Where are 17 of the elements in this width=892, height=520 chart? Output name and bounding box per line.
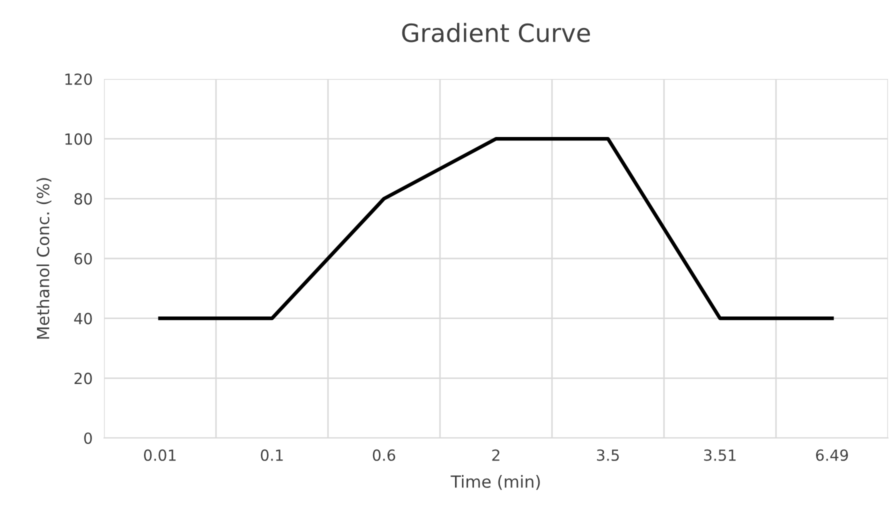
y-tick-label: 40 — [74, 312, 92, 324]
y-tick-label: 120 — [65, 73, 92, 86]
x-tick-label: 0.1 — [260, 449, 283, 461]
x-tick-label: 3.5 — [597, 449, 619, 461]
x-tick-label: 0.6 — [372, 449, 396, 461]
y-tick-label: 20 — [74, 372, 92, 384]
chart-title: Gradient Curve — [402, 22, 590, 42]
y-tick-label: 100 — [65, 133, 92, 145]
x-tick-label: 2 — [492, 449, 500, 461]
y-tick-label: 80 — [74, 193, 92, 205]
x-tick-label: 0.01 — [144, 449, 176, 461]
y-tick-label: 60 — [74, 252, 92, 265]
x-axis-title: Time (min) — [450, 475, 540, 490]
y-axis-title: Methanol Conc. (%) — [36, 178, 52, 339]
x-tick-label: 3.51 — [704, 449, 736, 461]
y-tick-label: 0 — [84, 432, 92, 444]
x-tick-label: 6.49 — [816, 449, 848, 461]
